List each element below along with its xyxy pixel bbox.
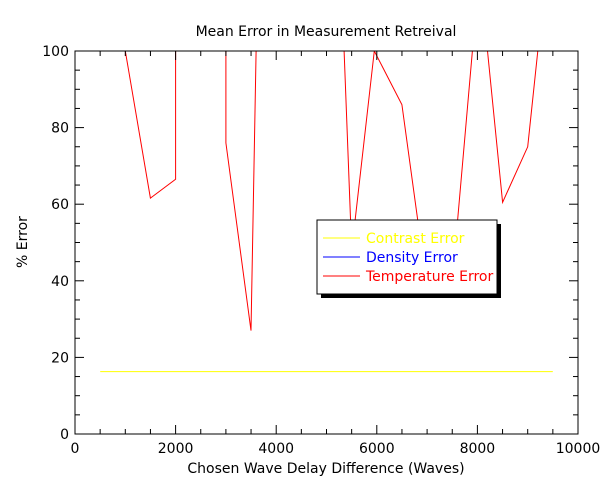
legend-label-temperature-error: Temperature Error [365,269,494,285]
x-tick-label: 10000 [556,441,601,457]
x-tick-label: 6000 [359,441,395,457]
y-tick-label: 60 [51,197,69,213]
y-tick-label: 100 [42,44,69,60]
legend-items: Contrast Error Density Error Temperature E… [323,231,494,285]
y-tick-label: 0 [60,427,69,443]
x-tick-label: 2000 [158,441,194,457]
legend-label-density-error: Density Error [366,250,458,266]
x-tick-label: 0 [71,441,80,457]
x-tick-label: 8000 [460,441,496,457]
y-tick-label: 40 [51,274,69,290]
y-tick-label: 80 [51,121,69,137]
legend-label-contrast-error: Contrast Error [366,231,465,247]
series-layer [100,51,553,373]
x-tick-label: 4000 [258,441,294,457]
tick-layer: 0 2000 4000 6000 8000 10000 0 20 40 60 80 100 [42,44,600,457]
x-axis-label: Chosen Wave Delay Difference (Waves) [187,461,464,477]
legend: Contrast Error Density Error Temperature E… [316,219,501,298]
chart-title: Mean Error in Measurement Retreival [196,24,457,40]
y-tick-label: 20 [51,350,69,366]
series-line-temperature-error [124,51,539,331]
y-axis-label: % Error [15,216,31,268]
